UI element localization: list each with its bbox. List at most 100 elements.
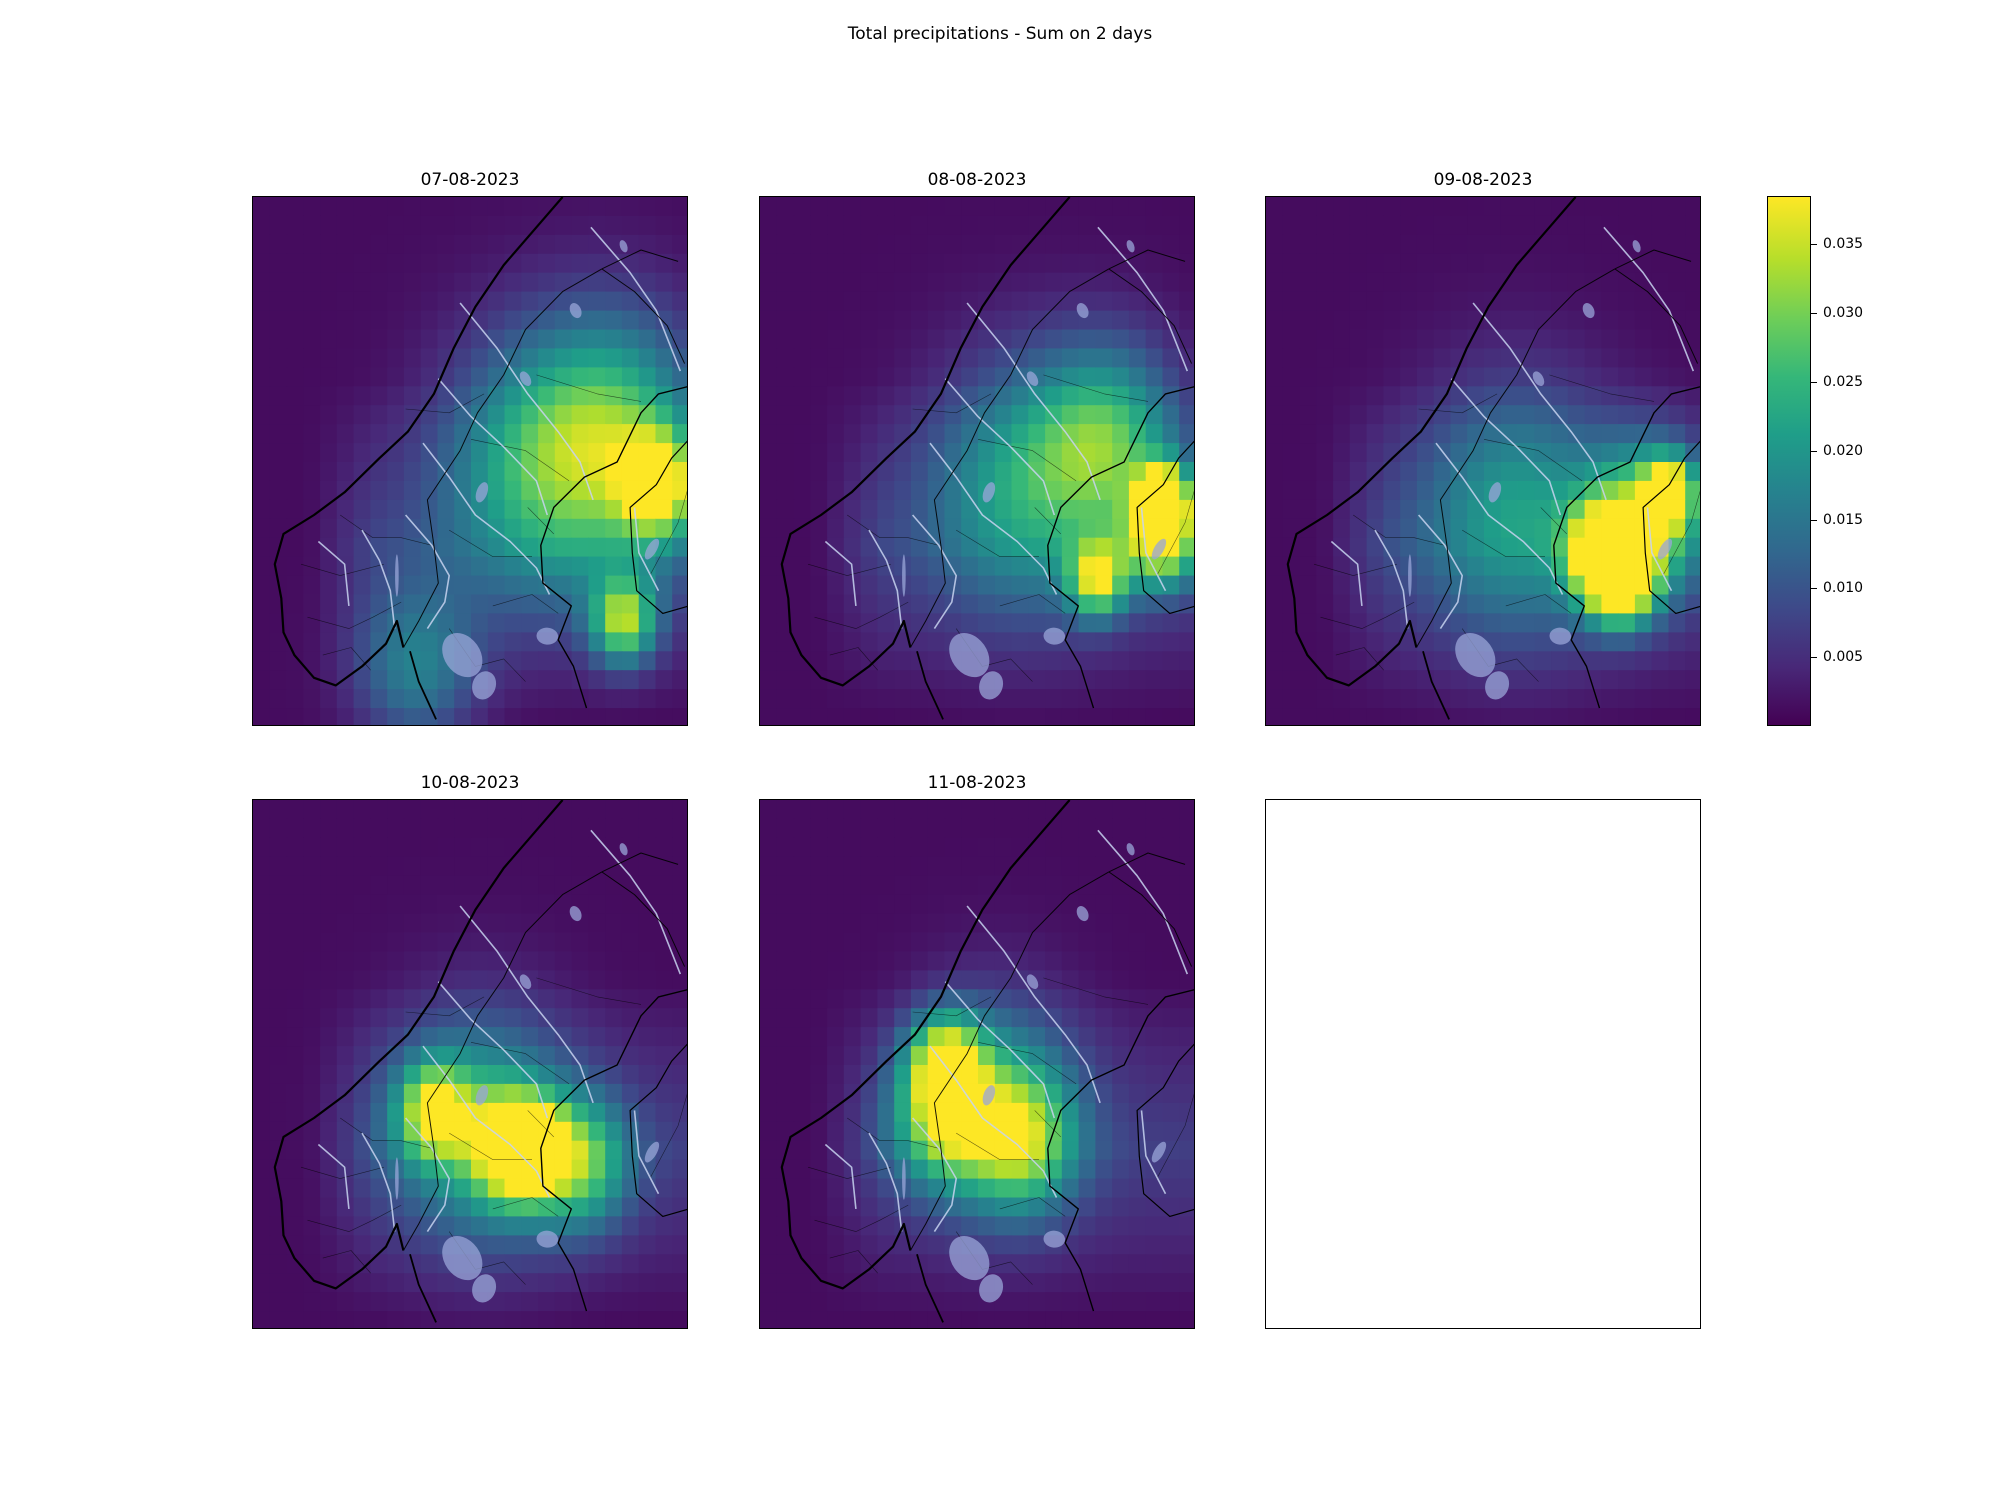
lake xyxy=(1151,538,1167,560)
admin-boundary xyxy=(829,647,878,671)
colorbar-tick-label: 0.030 xyxy=(1823,305,1864,321)
river xyxy=(868,529,903,629)
lake xyxy=(979,671,1004,700)
admin-boundary xyxy=(649,1093,687,1179)
admin-boundary xyxy=(956,1132,1039,1160)
lake xyxy=(1488,482,1502,503)
colorbar-tick-label: 0.035 xyxy=(1823,236,1864,253)
admin-boundary xyxy=(1034,507,1062,535)
coastline xyxy=(540,386,687,709)
lake xyxy=(442,1235,483,1281)
lake xyxy=(536,1230,559,1248)
country-border xyxy=(402,268,603,648)
lake xyxy=(1043,1230,1066,1248)
admin-boundary xyxy=(999,594,1066,614)
panel-title-1: 07-08-2023 xyxy=(420,170,520,190)
admin-boundary xyxy=(300,563,384,576)
admin-boundary xyxy=(1043,977,1149,1005)
admin-boundary xyxy=(999,1197,1066,1217)
lake xyxy=(1126,843,1135,856)
coastline xyxy=(1642,440,1700,614)
admin-boundary xyxy=(814,1204,909,1232)
admin-boundary xyxy=(449,1132,532,1160)
admin-boundary xyxy=(1320,601,1415,629)
admin-boundary xyxy=(1505,594,1572,614)
lake xyxy=(475,1085,489,1106)
colorbar-tick-mark xyxy=(1811,588,1817,590)
lake xyxy=(902,1157,906,1200)
colorbar-tick-mark xyxy=(1811,313,1817,314)
coastline xyxy=(409,1254,437,1323)
country-border xyxy=(909,871,1110,1251)
country-border xyxy=(1108,249,1186,270)
map-panel-2 xyxy=(759,196,1195,726)
coastline xyxy=(1286,197,1577,687)
map-panel-3 xyxy=(1265,196,1701,726)
river xyxy=(590,226,682,372)
colorbar-tick-label: 0.025 xyxy=(1823,373,1864,390)
lake xyxy=(472,1274,497,1303)
river xyxy=(1097,829,1189,975)
admin-boundary xyxy=(1662,490,1700,576)
admin-boundary xyxy=(307,601,402,629)
colorbar-tick-mark xyxy=(1811,244,1817,246)
lake xyxy=(475,482,489,503)
colorbar-tick-mark xyxy=(1811,519,1817,521)
country-border xyxy=(1415,268,1616,648)
lake xyxy=(1126,240,1135,253)
lake xyxy=(619,843,628,856)
empty-panel xyxy=(1265,799,1701,1329)
river xyxy=(966,905,1101,1104)
precipitation-grid xyxy=(760,800,1194,1328)
coastline xyxy=(629,440,687,614)
coastline xyxy=(916,651,944,720)
lake xyxy=(902,554,906,597)
lake xyxy=(1455,632,1496,678)
river xyxy=(633,507,660,592)
river xyxy=(911,1117,957,1233)
lake xyxy=(1026,974,1039,990)
lake xyxy=(1076,303,1089,319)
admin-boundary xyxy=(1353,514,1445,546)
colorbar-tick-mark xyxy=(1811,450,1817,452)
panel-title-5: 11-08-2023 xyxy=(927,773,1027,793)
river xyxy=(929,1045,1058,1198)
admin-boundary xyxy=(847,1117,939,1149)
admin-boundary xyxy=(1483,439,1583,482)
lake xyxy=(982,1085,996,1106)
river xyxy=(929,442,1058,595)
panel-title-2: 08-08-2023 xyxy=(927,170,1027,190)
lake xyxy=(644,538,660,560)
admin-boundary xyxy=(1418,393,1498,414)
admin-boundary xyxy=(814,601,909,629)
river xyxy=(1140,1110,1167,1195)
admin-boundary xyxy=(492,1197,559,1217)
coastline xyxy=(409,651,437,720)
river xyxy=(422,1045,551,1198)
lake xyxy=(536,627,559,645)
lake xyxy=(1532,371,1545,387)
river xyxy=(633,1110,660,1195)
coastline xyxy=(1553,386,1700,709)
lake xyxy=(472,671,497,700)
river xyxy=(317,540,350,606)
admin-boundary xyxy=(829,1250,878,1274)
admin-boundary xyxy=(527,507,555,535)
country-border xyxy=(1108,852,1186,873)
river xyxy=(590,829,682,975)
map-panel-1 xyxy=(252,196,688,726)
admin-boundary xyxy=(470,1042,570,1085)
lake xyxy=(395,554,399,597)
coastline xyxy=(1047,989,1194,1312)
lake xyxy=(1485,671,1510,700)
coastline xyxy=(1136,1043,1194,1217)
admin-boundary xyxy=(1313,563,1397,576)
lake xyxy=(1076,906,1089,922)
colorbar-tick-label: 0.020 xyxy=(1823,442,1864,459)
admin-boundary xyxy=(649,490,687,576)
lake xyxy=(979,1274,1004,1303)
lake xyxy=(1549,627,1572,645)
country-border xyxy=(909,268,1110,648)
precipitation-map xyxy=(253,197,687,725)
admin-boundary xyxy=(1462,529,1545,557)
